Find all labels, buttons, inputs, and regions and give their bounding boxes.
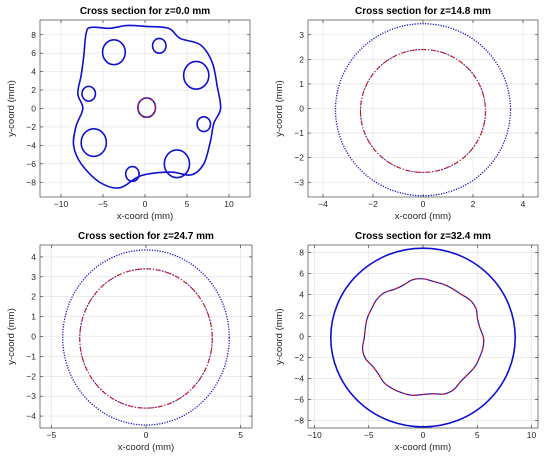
y-axis-label: y-coord (mm) bbox=[274, 308, 285, 364]
y-tick-label: −3 bbox=[26, 391, 36, 401]
x-tick-label: 10 bbox=[527, 430, 537, 440]
y-tick-label: −2 bbox=[294, 153, 304, 163]
y-tick-label: −1 bbox=[294, 128, 304, 138]
hole-circle-series bbox=[124, 165, 140, 183]
x-axis-label: x-coord (mm) bbox=[118, 442, 174, 453]
y-tick-label: 2 bbox=[31, 292, 36, 302]
y-tick-label: 0 bbox=[299, 332, 304, 342]
subplot-z-24-7: −5 0 5 −4 −3 −2 −1 0 1 2 3 4 Cross section for z=24.… bbox=[6, 231, 253, 453]
x-tick-label: 0 bbox=[143, 199, 148, 209]
inner-fit-series bbox=[359, 48, 487, 173]
subplot-z-14-8: −4 −2 0 2 4 −3 −2 −1 0 1 2 3 Cross section for z=14.… bbox=[274, 6, 539, 222]
data-layer bbox=[62, 249, 230, 426]
x-tick-label: 0 bbox=[144, 430, 149, 440]
hole-circle-series bbox=[101, 39, 127, 66]
y-tick-label: 1 bbox=[299, 79, 304, 89]
x-axis-label: x-coord (mm) bbox=[395, 211, 451, 222]
y-tick-label: −4 bbox=[294, 374, 304, 384]
hole-circle-series bbox=[196, 115, 212, 133]
x-axis-label: x-coord (mm) bbox=[117, 211, 173, 222]
y-tick-label: 3 bbox=[31, 272, 36, 282]
hole-circle-series bbox=[81, 85, 97, 102]
x-tick-label: −5 bbox=[364, 430, 374, 440]
y-tick-label: 2 bbox=[299, 310, 304, 320]
inner-fit-series bbox=[362, 278, 485, 396]
chart-title: Cross section for z=32.4 mm bbox=[355, 231, 491, 242]
y-tick-label: 0 bbox=[31, 104, 36, 114]
x-tick-label: 4 bbox=[521, 199, 526, 209]
y-tick-label: 2 bbox=[299, 54, 304, 64]
y-tick-label: 0 bbox=[31, 332, 36, 342]
y-tick-label: −2 bbox=[26, 371, 36, 381]
y-tick-label: 6 bbox=[299, 268, 304, 278]
center-fit-series bbox=[137, 97, 156, 118]
x-tick-label: 2 bbox=[471, 199, 476, 209]
y-axis-label: y-coord (mm) bbox=[6, 80, 17, 136]
y-tick-label: −2 bbox=[26, 122, 36, 132]
hole-circle-series bbox=[182, 60, 210, 90]
y-tick-label: −1 bbox=[26, 351, 36, 361]
y-tick-label: −2 bbox=[294, 353, 304, 363]
x-tick-label: 5 bbox=[238, 430, 243, 440]
y-tick-label: 4 bbox=[31, 67, 36, 77]
hole-circle-series bbox=[151, 37, 167, 54]
x-tick-label: 5 bbox=[185, 199, 190, 209]
y-tick-label: 3 bbox=[299, 30, 304, 40]
x-tick-label: −5 bbox=[47, 430, 57, 440]
y-tick-label: −8 bbox=[26, 177, 36, 187]
x-tick-label: 0 bbox=[421, 430, 426, 440]
x-tick-label: 5 bbox=[475, 430, 480, 440]
y-tick-label: −8 bbox=[294, 416, 304, 426]
y-tick-label: −3 bbox=[294, 177, 304, 187]
chart-title: Cross section for z=0.0 mm bbox=[80, 6, 210, 17]
y-tick-label: 8 bbox=[31, 30, 36, 40]
inner-fit-series bbox=[79, 268, 213, 409]
subplot-z-0: −10 −5 0 5 10 −8 −6 −4 −2 0 2 4 6 8 Cross section for … bbox=[6, 6, 251, 222]
x-tick-label: −10 bbox=[307, 430, 322, 440]
y-tick-label: −4 bbox=[26, 411, 36, 421]
outer-circle-series bbox=[62, 249, 230, 426]
x-tick-label: −4 bbox=[318, 199, 328, 209]
y-axis-label: y-coord (mm) bbox=[6, 308, 17, 364]
x-tick-label: −10 bbox=[54, 199, 69, 209]
chart-title: Cross section for z=24.7 mm bbox=[78, 231, 214, 242]
subplot-z-32-4: −10 −5 0 5 10 −8 −6 −4 −2 0 2 4 6 8 Cross section for … bbox=[274, 231, 539, 453]
y-axis-label: y-coord (mm) bbox=[274, 80, 285, 136]
x-tick-label: 10 bbox=[224, 199, 234, 209]
y-tick-label: 8 bbox=[299, 247, 304, 257]
x-tick-label: 0 bbox=[421, 199, 426, 209]
y-tick-label: −6 bbox=[294, 395, 304, 405]
outer-boundary-series bbox=[72, 24, 222, 189]
y-tick-label: −6 bbox=[26, 159, 36, 169]
x-tick-label: −5 bbox=[98, 199, 108, 209]
y-tick-label: 4 bbox=[31, 252, 36, 262]
data-layer bbox=[72, 24, 222, 189]
x-axis-label: x-coord (mm) bbox=[395, 442, 451, 453]
x-tick-label: −2 bbox=[368, 199, 378, 209]
y-tick-label: 2 bbox=[31, 85, 36, 95]
hole-circle-series bbox=[163, 149, 191, 179]
y-tick-label: 1 bbox=[31, 312, 36, 322]
y-tick-label: 6 bbox=[31, 48, 36, 58]
y-tick-label: 4 bbox=[299, 289, 304, 299]
chart-title: Cross section for z=14.8 mm bbox=[355, 6, 491, 17]
hole-circle-series bbox=[80, 127, 108, 158]
y-tick-label: −4 bbox=[26, 140, 36, 150]
y-tick-label: 0 bbox=[299, 104, 304, 114]
